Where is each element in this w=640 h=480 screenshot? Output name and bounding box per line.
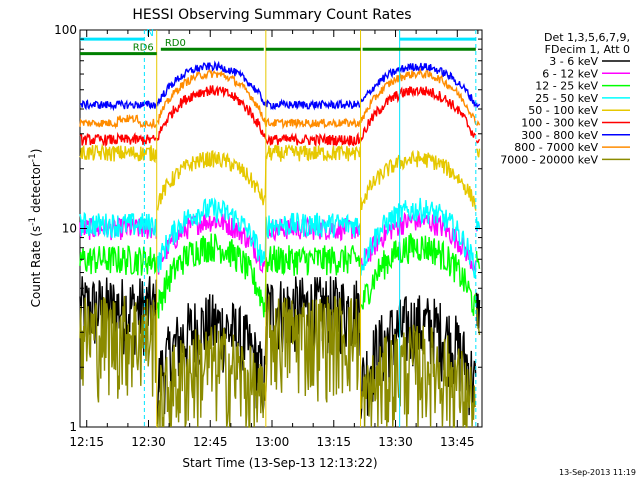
x-tick-label: 12:15 — [69, 435, 104, 449]
series-8-line — [79, 67, 481, 130]
y-tick-label: 1 — [69, 420, 77, 434]
y-tick-label: 10 — [62, 222, 77, 236]
y-axis-label: Count Rate (s-1 detector-1) — [28, 149, 43, 308]
series-5-line — [79, 143, 481, 211]
legend-entry-8: 800 - 7000 keV — [514, 141, 598, 154]
series-1-line — [79, 276, 481, 425]
series-3-line — [79, 233, 481, 319]
series-7-line — [79, 60, 481, 112]
x-tick-label: 12:45 — [193, 435, 228, 449]
legend-entry-7: 300 - 800 keV — [521, 129, 598, 142]
flag-label-n: N — [146, 28, 153, 39]
x-tick-label: 12:30 — [131, 435, 166, 449]
flag-label-rd6: RD6 — [133, 43, 154, 54]
flags-layer: N RD0 RD6 — [80, 28, 476, 56]
chart-title: HESSI Observing Summary Count Rates — [132, 7, 411, 23]
x-axis: 12:15 12:30 12:45 13:00 13:15 13:30 13:45 — [69, 30, 479, 449]
series-4-line — [79, 197, 481, 279]
legend-entry-3: 12 - 25 keV — [535, 80, 598, 93]
footer-timestamp: 13-Sep-2013 11:19 — [559, 468, 636, 477]
legend-entry-5: 50 - 100 keV — [528, 104, 598, 117]
x-axis-label: Start Time (13-Sep-13 12:13:22) — [182, 456, 377, 470]
legend-header-line1: Det 1,3,5,6,7,9, — [544, 31, 630, 44]
y-tick-label: 100 — [54, 23, 77, 37]
legend-entry-9: 7000 - 20000 keV — [500, 153, 598, 166]
series-6-line — [79, 85, 481, 148]
y-axis: 1 10 100 — [54, 23, 482, 434]
x-tick-label: 13:45 — [440, 435, 475, 449]
legend: Det 1,3,5,6,7,9, FDecim 1, Att 0 3 - 6 k… — [500, 31, 630, 166]
series-9-line — [79, 294, 481, 428]
x-tick-label: 13:30 — [378, 435, 413, 449]
x-tick-label: 13:00 — [255, 435, 290, 449]
legend-entry-1: 3 - 6 keV — [549, 55, 598, 68]
legend-entry-2: 6 - 12 keV — [542, 67, 598, 80]
x-tick-label: 13:15 — [316, 435, 351, 449]
legend-entry-6: 100 - 300 keV — [521, 117, 598, 130]
series-layer — [79, 60, 481, 428]
legend-header-line2: FDecim 1, Att 0 — [545, 43, 630, 56]
flag-label-rd0: RD0 — [165, 38, 186, 49]
legend-entry-4: 25 - 50 keV — [535, 92, 598, 105]
